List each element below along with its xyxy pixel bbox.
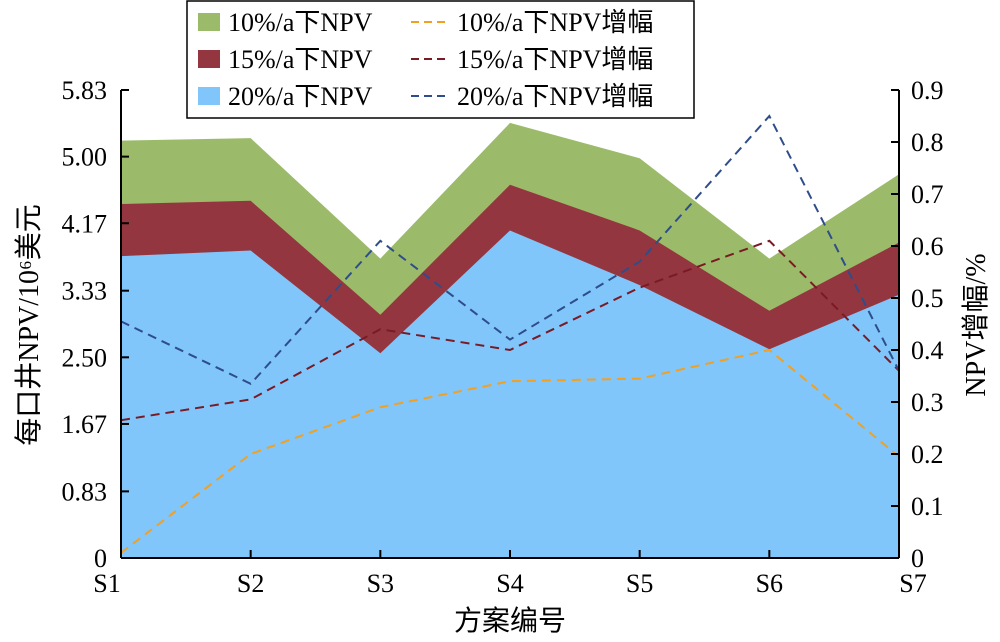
left-y-axis-title: 每口井NPV/10⁶美元	[13, 204, 45, 446]
x-axis-title: 方案编号	[454, 605, 566, 637]
legend-swatch-10-a-npv	[198, 13, 220, 31]
left-y-tick-label: 1.67	[62, 410, 108, 439]
left-y-tick-label: 0	[94, 544, 107, 573]
right-y-tick-label: 0.2	[911, 440, 944, 469]
right-y-tick-label: 0.9	[911, 76, 944, 105]
right-y-axis-title: NPV增幅/%	[960, 253, 992, 396]
right-y-tick-label: 0.6	[911, 232, 944, 261]
legend-label-10-a-npv: 10%/a下NPV增幅	[457, 8, 653, 37]
legend-swatch-15-a-npv	[198, 50, 220, 68]
left-y-tick-label: 2.50	[62, 343, 108, 372]
right-y-tick-label: 0.7	[911, 180, 944, 209]
left-y-tick-label: 0.83	[62, 477, 108, 506]
x-tick-label: S1	[93, 569, 120, 598]
legend-label-15-a-npv: 15%/a下NPV增幅	[457, 45, 653, 74]
left-y-tick-label: 3.33	[62, 277, 108, 306]
x-tick-label: S5	[626, 569, 653, 598]
right-y-tick-label: 0.4	[911, 336, 944, 365]
left-y-tick-label: 5.00	[62, 143, 108, 172]
right-y-tick-label: 0.8	[911, 128, 944, 157]
x-tick-label: S7	[899, 569, 926, 598]
right-y-axis-ticks: 0 0.1 0.2 0.3 0.4 0.5 0.6 0.7 0.8 0.9	[891, 76, 944, 573]
left-y-tick-label: 4.17	[62, 209, 108, 238]
legend-swatch-20-a-npv	[198, 87, 220, 105]
line-layer	[120, 114, 900, 554]
x-tick-label: S2	[237, 569, 264, 598]
right-y-tick-label: 0.5	[911, 284, 944, 313]
right-y-tick-label: 0.3	[911, 388, 944, 417]
left-y-tick-label: 5.83	[62, 76, 108, 105]
legend-label-20-a-npv: 20%/a下NPV	[228, 82, 373, 111]
legend-label-15-a-npv: 15%/a下NPV	[228, 45, 373, 74]
right-y-tick-label: 0	[911, 544, 924, 573]
legend: 10%/a下NPV 10%/a下NPV增幅 15%/a下NPV 15%/a下NPV增幅…	[186, 0, 695, 119]
x-tick-label: S4	[496, 569, 523, 598]
left-y-axis-ticks: 0 0.83 1.67 2.50 3.33 4.17 5.00 5.83	[62, 76, 129, 573]
x-tick-label: S6	[756, 569, 783, 598]
legend-label-10-a-npv: 10%/a下NPV	[228, 8, 373, 37]
line-20-a-npv	[120, 114, 900, 386]
line-15-a-npv	[120, 239, 900, 422]
line-10-a-npv	[120, 348, 900, 554]
x-tick-label: S3	[367, 569, 394, 598]
x-axis-ticks: S1 S2 S3 S4 S5 S6 S7	[93, 550, 927, 598]
right-y-tick-label: 0.1	[911, 492, 944, 521]
legend-label-20-a-npv: 20%/a下NPV增幅	[457, 82, 653, 111]
